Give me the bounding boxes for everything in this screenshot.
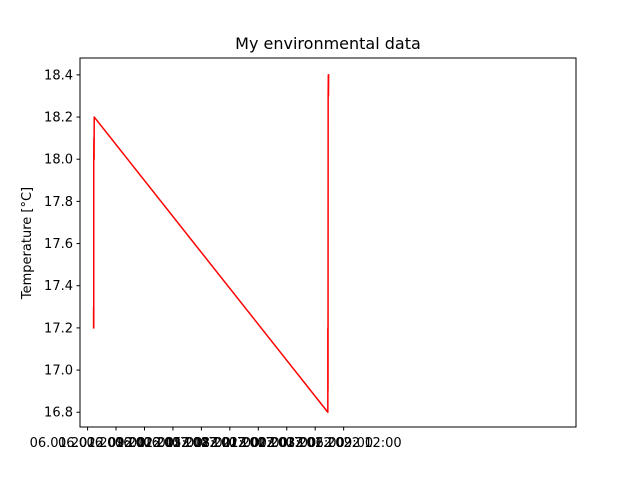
x-tick-label: 07.01.2022 00:00	[172, 436, 288, 451]
x-tick-label: 06.01.2022 15:00	[86, 436, 202, 451]
y-tick-label: 18.2	[44, 111, 73, 126]
y-tick-label: 17.6	[44, 237, 73, 252]
x-tick-label: 06.01.2022 09:00	[30, 436, 146, 451]
y-tick-label: 17.2	[44, 321, 73, 336]
plot-series	[92, 74, 330, 413]
x-tick-label: 07.01.2022 09:00	[257, 436, 373, 451]
y-tick-label: 17.8	[44, 195, 73, 210]
y-tick-label: 18.0	[44, 153, 73, 168]
x-tick-label: 06.01.2022 12:00	[58, 436, 174, 451]
x-tick-label: 06.01.2022 21:00	[143, 436, 259, 451]
y-tick-label: 17.0	[44, 364, 73, 379]
series-line-0	[92, 74, 330, 413]
y-axis-ticks: 16.8 17.0 17.2 17.4 17.6 17.8 18.0 18.2 18.4	[44, 68, 80, 421]
y-tick-label: 18.4	[44, 68, 73, 83]
y-axis-label: Temperature [°C]	[20, 187, 35, 300]
x-tick-label: 07.01.2022 03:00	[200, 436, 316, 451]
chart-title: My environmental data	[235, 34, 421, 53]
x-tick-label: 07.01.2022 06:00	[229, 436, 345, 451]
y-tick-label: 16.8	[44, 406, 73, 421]
y-tick-label: 17.4	[44, 279, 73, 294]
axes-frame	[79, 57, 577, 428]
x-tick-label: 07.01.2022 12:00	[286, 436, 402, 451]
x-tick-label: 06.01.2022 18:00	[115, 436, 231, 451]
